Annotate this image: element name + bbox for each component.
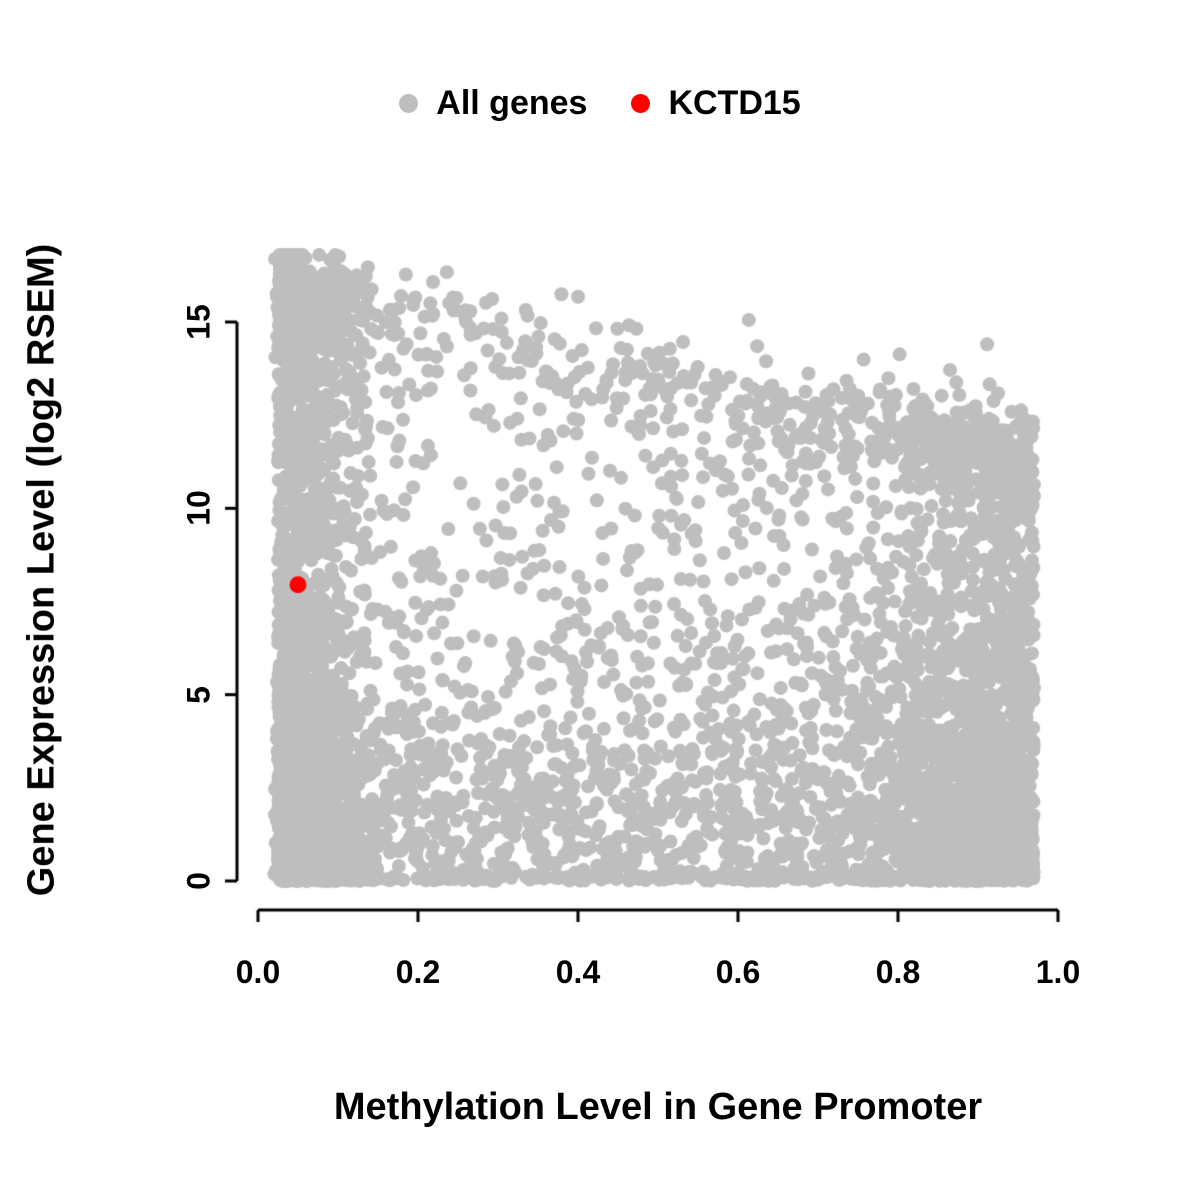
y-tick-label: 5 xyxy=(180,685,217,704)
x-tick-label: 0.8 xyxy=(875,954,921,990)
x-tick-label: 1.0 xyxy=(1035,954,1081,990)
x-tick-label: 0.4 xyxy=(555,954,601,990)
x-tick-label: 0.6 xyxy=(715,954,761,990)
legend-item-all-genes: All genes xyxy=(399,84,587,123)
x-tick-label: 0.0 xyxy=(235,954,281,990)
y-tick-label: 15 xyxy=(180,304,217,340)
x-axis-title: Methylation Level in Gene Promoter xyxy=(333,1086,983,1128)
legend-label-all-genes: All genes xyxy=(436,84,588,122)
y-tick-label: 0 xyxy=(180,872,217,890)
legend: All genes KCTD15 xyxy=(0,84,1200,123)
kctd15-dot-icon xyxy=(631,94,651,113)
x-tick-label: 0.2 xyxy=(395,954,441,990)
legend-item-kctd15: KCTD15 xyxy=(631,84,801,123)
all-genes-dot-icon xyxy=(399,94,419,113)
legend-label-kctd15: KCTD15 xyxy=(668,84,801,122)
y-tick-label: 10 xyxy=(180,490,217,527)
y-axis-title: Gene Expression Level (log2 RSEM) xyxy=(20,243,63,897)
